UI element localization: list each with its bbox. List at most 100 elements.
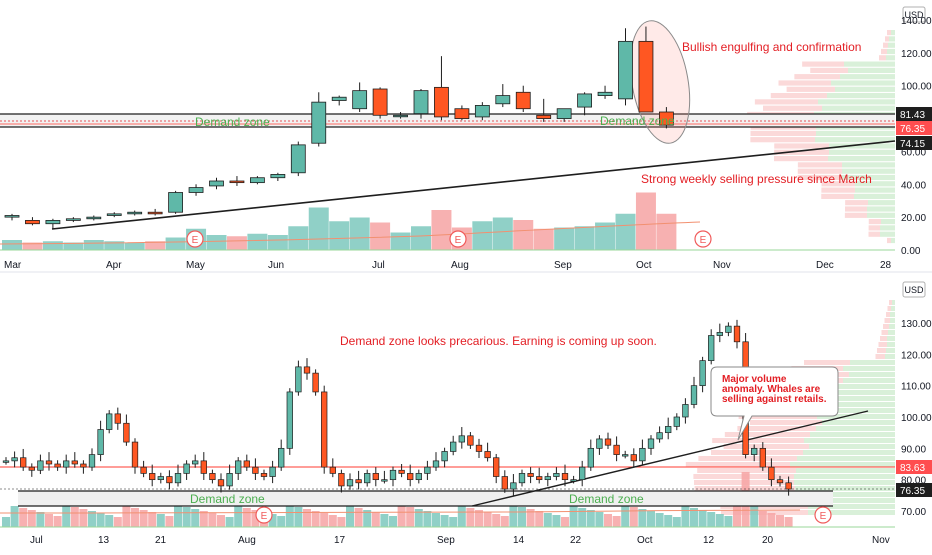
- bottom-candle-down[interactable]: [733, 325, 741, 343]
- top-candle-up[interactable]: [290, 144, 306, 174]
- bottom-candle-up[interactable]: [295, 366, 302, 393]
- bottom-candle-up[interactable]: [673, 416, 680, 427]
- top-candle-up[interactable]: [106, 213, 122, 216]
- top-candle-up[interactable]: [618, 40, 633, 100]
- bottom-candle-up[interactable]: [708, 335, 715, 361]
- top-candle-up[interactable]: [474, 105, 490, 118]
- bottom-candle-up[interactable]: [716, 332, 723, 336]
- bottom-candle-up[interactable]: [510, 482, 517, 490]
- top-candle-down[interactable]: [229, 180, 245, 184]
- bottom-candle-down[interactable]: [493, 457, 500, 477]
- bottom-last-price-badge[interactable]: [896, 460, 932, 474]
- bottom-candle-up[interactable]: [432, 460, 440, 468]
- bottom-candle-up[interactable]: [639, 447, 646, 462]
- bottom-candle-up[interactable]: [346, 479, 354, 487]
- top-earnings-marker[interactable]: [694, 230, 712, 248]
- bottom-candle-up[interactable]: [579, 466, 586, 481]
- bottom-candle-down[interactable]: [20, 457, 27, 468]
- bottom-candle-down[interactable]: [372, 473, 379, 481]
- bottom-candle-up[interactable]: [415, 473, 422, 481]
- bottom-candle-up[interactable]: [88, 454, 96, 468]
- top-candle-up[interactable]: [188, 187, 204, 193]
- bottom-candle-up[interactable]: [450, 441, 457, 452]
- bottom-candle-up[interactable]: [751, 447, 758, 455]
- bottom-candle-down[interactable]: [200, 460, 207, 474]
- bottom-candle-down[interactable]: [407, 473, 414, 481]
- top-trendline[interactable]: [51, 140, 896, 230]
- bottom-candle-up[interactable]: [226, 473, 233, 487]
- bottom-candle-up[interactable]: [518, 473, 526, 484]
- bottom-candle-down[interactable]: [28, 466, 35, 471]
- bottom-candle-up[interactable]: [622, 454, 629, 457]
- top-candle-up[interactable]: [45, 220, 61, 225]
- top-candle-up[interactable]: [495, 95, 511, 105]
- bottom-candle-up[interactable]: [544, 476, 551, 481]
- bottom-candle-down[interactable]: [768, 466, 775, 481]
- bottom-candle-up[interactable]: [458, 435, 465, 443]
- top-candle-up[interactable]: [127, 211, 143, 215]
- bottom-candle-up[interactable]: [656, 432, 663, 440]
- bottom-last-price-badge[interactable]: [896, 483, 932, 497]
- bottom-candle-down[interactable]: [166, 476, 173, 484]
- bottom-candle-up[interactable]: [647, 438, 655, 449]
- bottom-candle-down[interactable]: [114, 413, 121, 424]
- top-candle-down[interactable]: [659, 111, 674, 126]
- top-candle-down[interactable]: [434, 86, 449, 118]
- bottom-candle-down[interactable]: [71, 460, 78, 465]
- bottom-candle-down[interactable]: [398, 469, 405, 474]
- bottom-candle-up[interactable]: [553, 473, 560, 477]
- volume-anomaly-callout[interactable]: [710, 366, 839, 441]
- bottom-candle-up[interactable]: [570, 479, 577, 482]
- bottom-candle-up[interactable]: [690, 385, 698, 405]
- bottom-candle-up[interactable]: [725, 325, 732, 333]
- bottom-candle-down[interactable]: [149, 473, 156, 481]
- bottom-candle-down[interactable]: [630, 454, 637, 462]
- bottom-candle-up[interactable]: [665, 426, 672, 434]
- bottom-candle-up[interactable]: [235, 460, 242, 474]
- bottom-candle-down[interactable]: [527, 473, 534, 477]
- bottom-candle-up[interactable]: [381, 479, 388, 482]
- bottom-candle-up[interactable]: [2, 460, 10, 463]
- engulfing-ellipse[interactable]: [622, 16, 699, 148]
- bottom-candle-down[interactable]: [484, 451, 491, 459]
- bottom-candle-down[interactable]: [312, 372, 319, 393]
- top-candle-down[interactable]: [147, 211, 163, 215]
- bottom-candle-down[interactable]: [785, 482, 792, 490]
- bottom-candle-down[interactable]: [209, 473, 216, 481]
- bottom-candle-down[interactable]: [123, 422, 130, 443]
- bottom-candle-up[interactable]: [192, 460, 199, 465]
- bottom-candle-up[interactable]: [11, 457, 18, 462]
- top-last-price-badge[interactable]: [896, 107, 932, 121]
- top-candle-up[interactable]: [413, 90, 429, 115]
- bottom-candle-down[interactable]: [501, 476, 508, 490]
- top-candle-up[interactable]: [556, 108, 572, 119]
- bottom-candle-down[interactable]: [613, 444, 620, 455]
- top-candle-up[interactable]: [331, 96, 347, 101]
- top-earnings-marker[interactable]: [186, 230, 204, 248]
- bottom-candle-down[interactable]: [467, 435, 474, 446]
- top-candle-up[interactable]: [4, 215, 20, 218]
- top-candle-up[interactable]: [311, 101, 327, 144]
- top-candle-down[interactable]: [454, 108, 470, 119]
- bottom-candle-up[interactable]: [278, 447, 285, 468]
- top-candle-down[interactable]: [638, 40, 654, 113]
- bottom-candle-up[interactable]: [364, 473, 371, 484]
- bottom-candle-down[interactable]: [561, 473, 569, 481]
- top-candle-down[interactable]: [536, 114, 552, 119]
- bottom-candle-down[interactable]: [536, 476, 543, 481]
- top-last-price-badge[interactable]: [896, 121, 932, 135]
- bottom-candle-down[interactable]: [243, 460, 250, 468]
- top-candle-up[interactable]: [597, 91, 613, 96]
- bottom-candle-down[interactable]: [45, 460, 53, 465]
- bottom-candle-up[interactable]: [157, 476, 164, 481]
- bottom-earnings-marker[interactable]: [255, 506, 273, 524]
- bottom-candle-up[interactable]: [63, 460, 70, 468]
- bottom-candle-up[interactable]: [286, 391, 293, 449]
- top-candle-up[interactable]: [86, 216, 102, 220]
- bottom-candle-down[interactable]: [303, 366, 311, 374]
- top-candle-down[interactable]: [372, 88, 388, 116]
- bottom-candle-down[interactable]: [475, 444, 483, 452]
- top-candle-up[interactable]: [168, 192, 184, 213]
- bottom-candle-down[interactable]: [338, 473, 345, 487]
- top-candle-up[interactable]: [393, 114, 408, 118]
